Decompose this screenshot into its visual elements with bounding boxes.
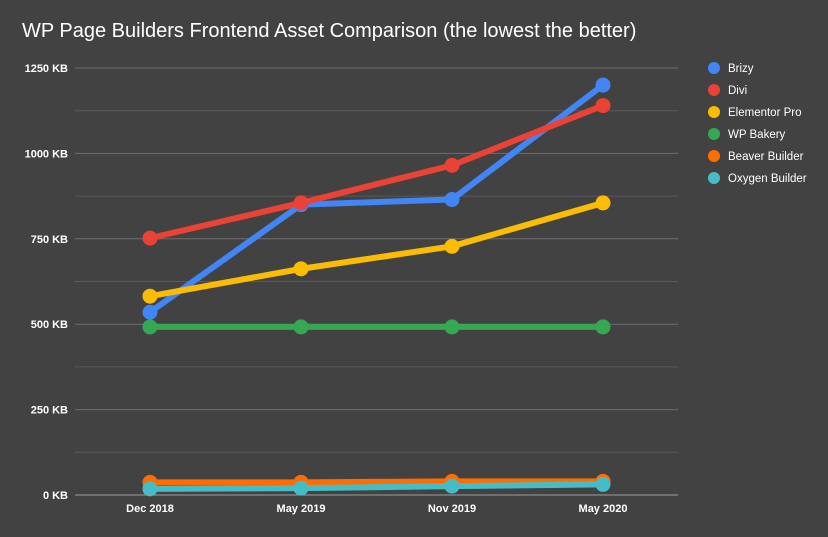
legend-marker — [708, 84, 720, 96]
legend-label: WP Bakery — [728, 129, 786, 141]
y-tick-label: 1250 KB — [25, 63, 68, 75]
y-tick-label: 500 KB — [31, 319, 68, 331]
data-point — [595, 319, 611, 335]
series-line — [147, 478, 606, 486]
series-line — [147, 102, 606, 242]
data-point — [595, 476, 611, 492]
grid-lines — [75, 67, 678, 496]
legend-label: Divi — [728, 85, 747, 97]
series-line — [147, 481, 606, 492]
data-point — [444, 319, 460, 335]
data-point — [142, 288, 158, 304]
legend-label: Oxygen Builder — [728, 173, 807, 185]
y-tick-label: 250 KB — [31, 405, 68, 417]
data-point — [142, 230, 158, 246]
data-point — [444, 192, 460, 208]
data-point — [142, 319, 158, 335]
x-tick-label: May 2019 — [277, 503, 326, 515]
y-tick-label: 0 KB — [43, 490, 68, 502]
y-tick-label: 750 KB — [31, 234, 68, 246]
legend-marker — [708, 172, 720, 184]
legend-label: Brizy — [728, 63, 754, 75]
x-tick-label: Dec 2018 — [126, 503, 174, 515]
x-tick-label: Nov 2019 — [428, 503, 476, 515]
series-line — [147, 82, 606, 316]
x-axis-ticks: Dec 2018 May 2019 Nov 2019 May 2020 — [126, 503, 627, 515]
y-tick-label: 1000 KB — [25, 148, 68, 160]
legend: Brizy Divi Elementor Pro WP Bakery Beaver Bu… — [708, 62, 807, 185]
data-point — [142, 481, 158, 497]
data-point — [595, 98, 611, 114]
x-tick-label: May 2020 — [579, 503, 628, 515]
data-point — [595, 77, 611, 93]
data-point — [293, 195, 309, 211]
legend-marker — [708, 106, 720, 118]
data-point — [293, 319, 309, 335]
data-point — [142, 304, 158, 320]
data-point — [595, 195, 611, 211]
legend-marker — [708, 150, 720, 162]
chart-title: WP Page Builders Frontend Asset Comparis… — [22, 20, 637, 42]
data-point — [293, 480, 309, 496]
data-point — [444, 157, 460, 173]
data-point — [444, 238, 460, 254]
legend-marker — [708, 128, 720, 140]
legend-marker — [708, 62, 720, 74]
y-axis-ticks: 0 KB 250 KB 500 KB 750 KB 1000 KB 1250 KB — [25, 63, 68, 502]
data-point — [444, 478, 460, 494]
legend-label: Beaver Builder — [728, 151, 804, 163]
legend-label: Elementor Pro — [728, 107, 802, 119]
data-point — [293, 261, 309, 277]
series-lines — [142, 77, 611, 497]
series-line — [147, 199, 606, 300]
